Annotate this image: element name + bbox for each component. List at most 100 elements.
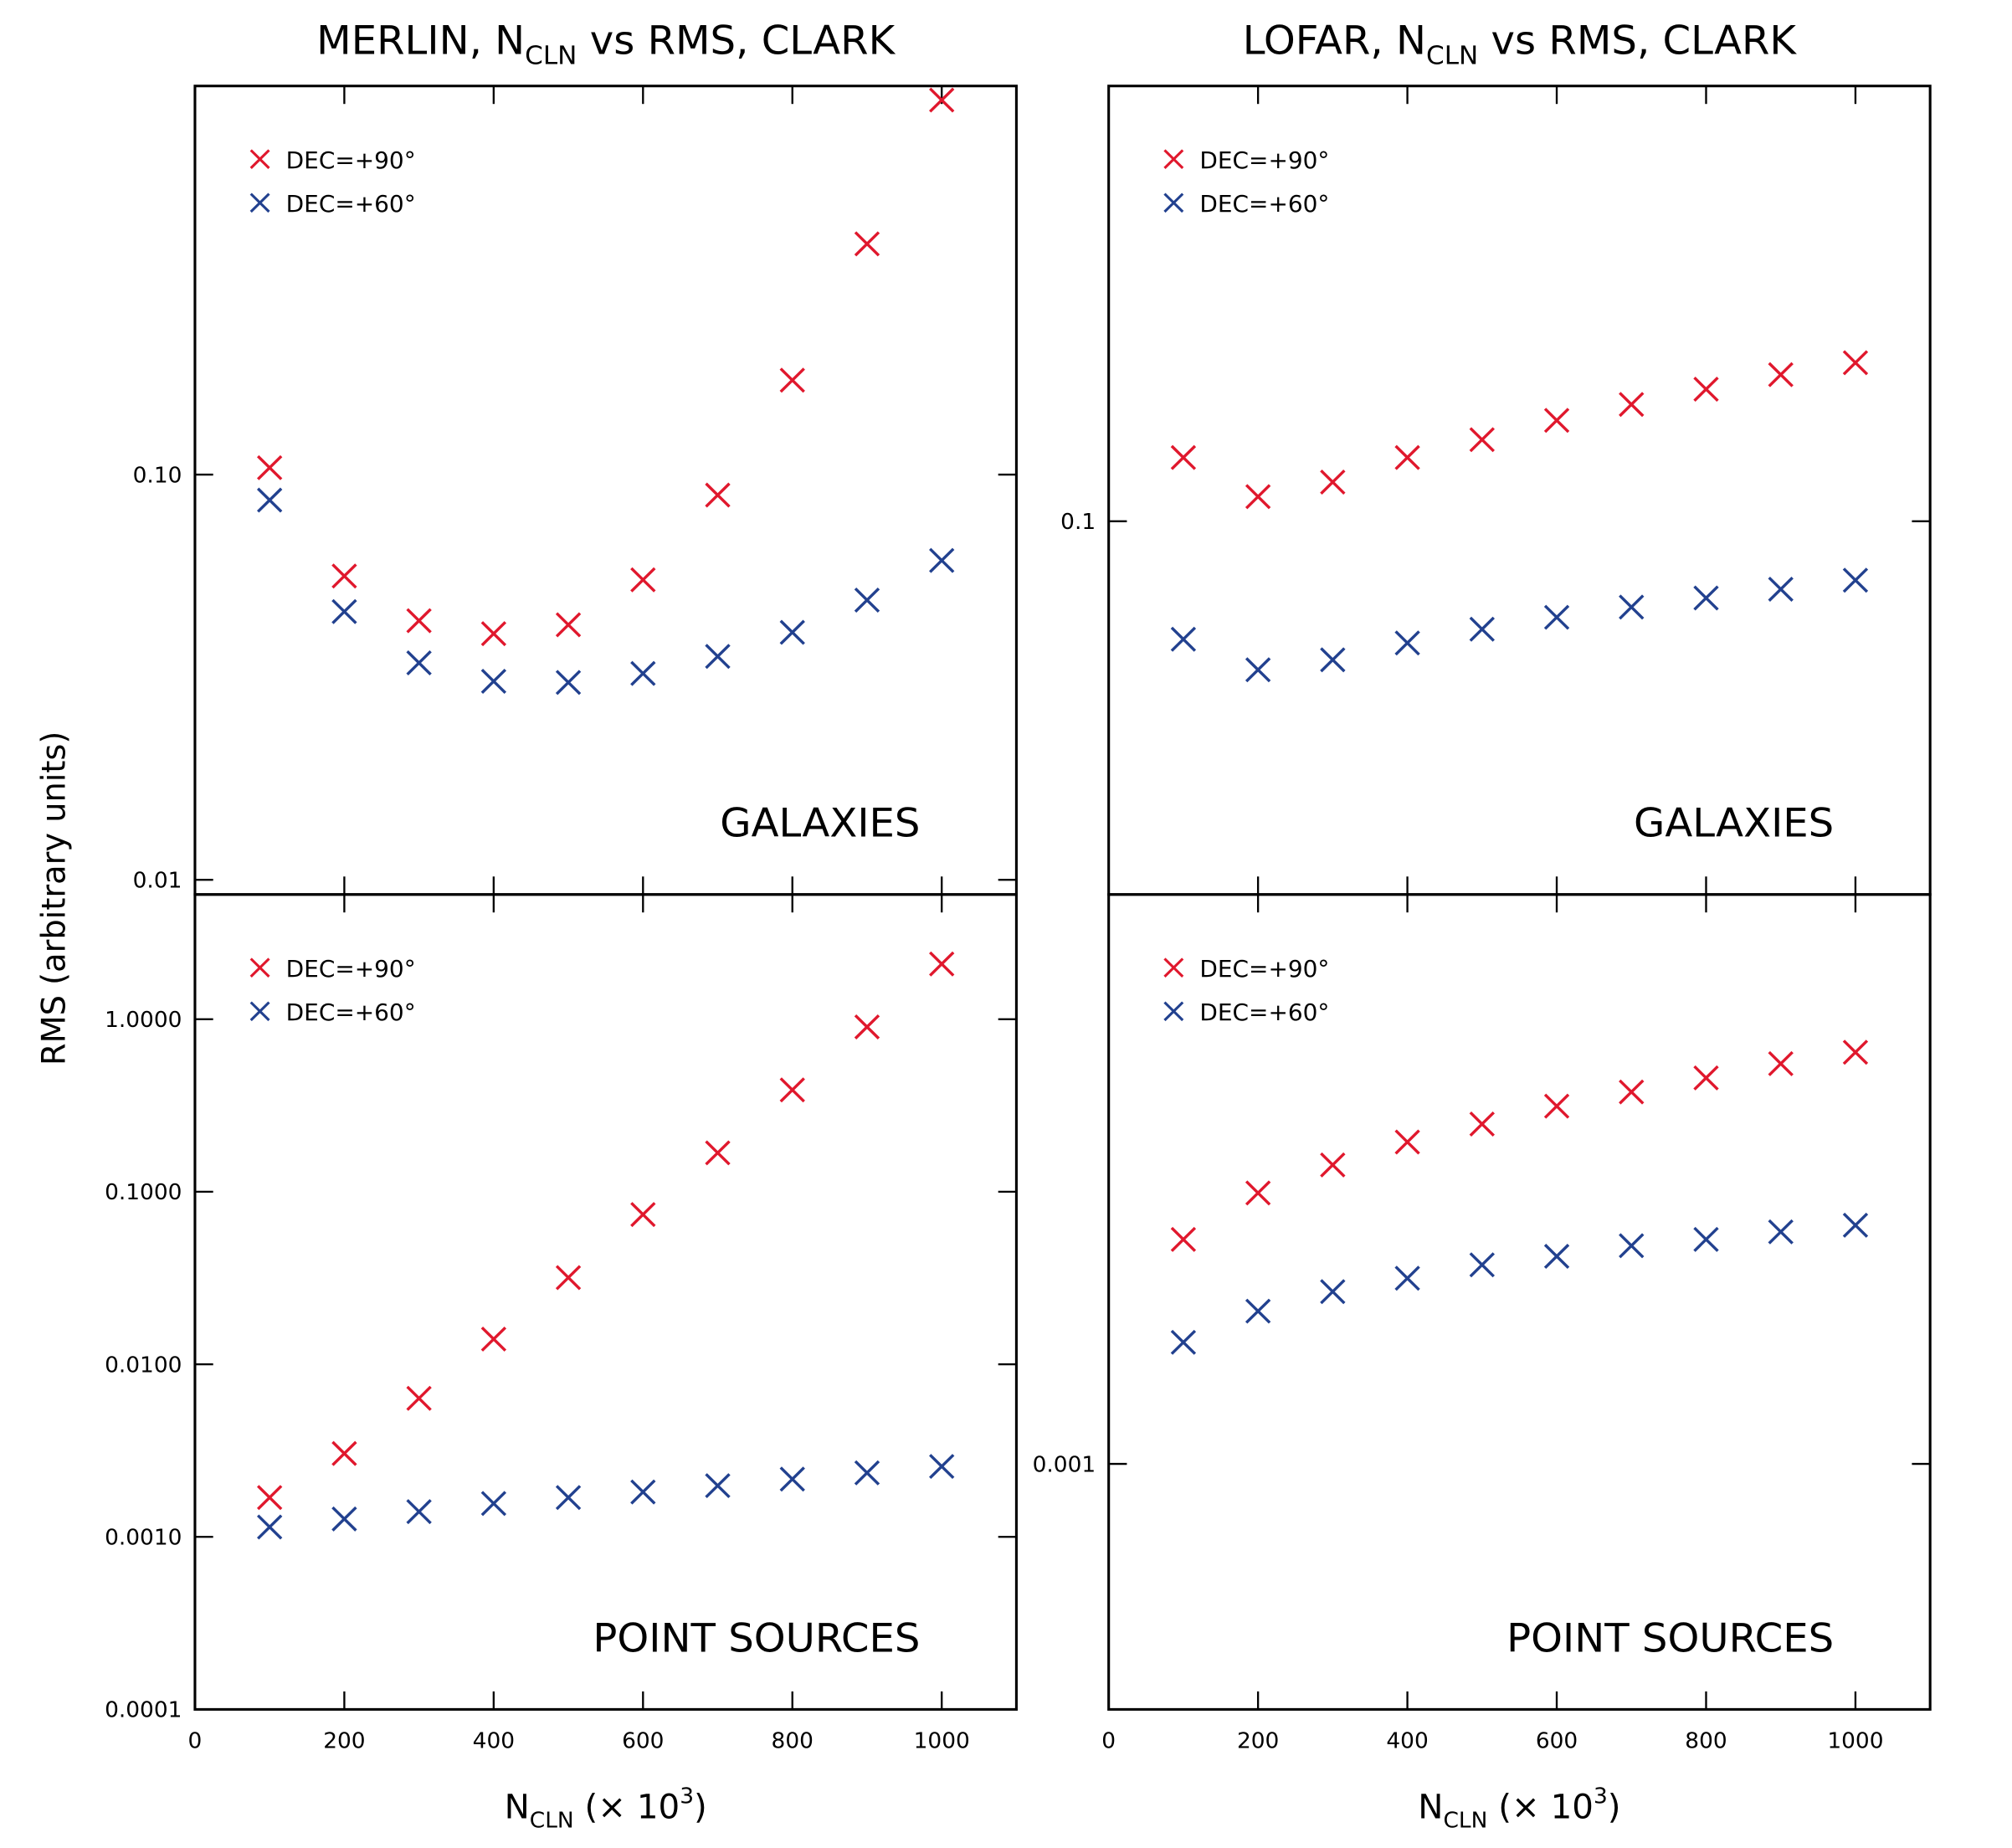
marker <box>480 668 507 694</box>
x-label-part: CLN <box>1444 1809 1488 1834</box>
title-part: CLN <box>1426 41 1478 71</box>
plot-frame <box>193 893 1018 1711</box>
x-tick-label: 200 <box>1237 1729 1279 1754</box>
legend-label: DEC=+90° <box>286 955 416 983</box>
legend-label: DEC=+90° <box>286 146 416 174</box>
marker <box>406 1385 432 1411</box>
marker <box>1842 350 1869 376</box>
marker <box>555 670 582 696</box>
marker <box>630 567 656 593</box>
title-part: LOFAR, N <box>1243 18 1426 64</box>
marker <box>1394 444 1420 470</box>
marker <box>331 598 357 624</box>
chart-title: MERLIN, NCLN vs RMS, CLARK <box>316 18 896 71</box>
x-label-part: N <box>505 1789 530 1827</box>
x-label-part: 3 <box>680 1784 694 1809</box>
marker <box>1619 1079 1645 1105</box>
x-tick-label: 800 <box>772 1729 814 1754</box>
x-label-part: N <box>1418 1789 1443 1827</box>
marker <box>331 563 357 589</box>
marker <box>555 1485 582 1511</box>
marker <box>779 1466 805 1492</box>
marker <box>854 588 880 613</box>
legend-marker <box>249 1001 270 1022</box>
title-part: MERLIN, N <box>316 18 525 64</box>
y-tick-label: 0.0100 <box>105 1353 182 1378</box>
marker <box>1394 630 1420 656</box>
marker <box>705 482 731 508</box>
marker <box>1768 1050 1794 1076</box>
legend-marker <box>1163 957 1184 978</box>
marker <box>1693 585 1719 611</box>
panel-annotation: GALAXIES <box>720 801 920 847</box>
x-label-part: CLN <box>530 1809 574 1834</box>
x-tick-label: 800 <box>1685 1729 1727 1754</box>
marker <box>1469 427 1495 453</box>
title-part: vs RMS, CLARK <box>577 18 896 64</box>
marker <box>1842 1040 1869 1065</box>
plot-frame <box>1107 893 1932 1711</box>
x-axis-label: NCLN (× 103) <box>505 1784 707 1833</box>
marker <box>1768 576 1794 602</box>
marker <box>1320 647 1346 673</box>
x-tick-label: 400 <box>1386 1729 1428 1754</box>
marker <box>929 87 955 113</box>
legend-marker <box>1163 149 1184 169</box>
marker <box>331 1506 357 1532</box>
marker <box>1394 1129 1420 1155</box>
y-tick-label: 0.10 <box>133 463 182 488</box>
y-tick-label: 0.01 <box>133 869 182 894</box>
x-label-part: (× 10 <box>1487 1789 1594 1827</box>
marker <box>1245 1298 1271 1324</box>
marker <box>1693 1226 1719 1252</box>
marker <box>1469 1252 1495 1278</box>
legend-label: DEC=+60° <box>1199 998 1329 1026</box>
marker <box>1320 470 1346 495</box>
marker <box>1170 1329 1197 1355</box>
legend-marker <box>249 192 270 213</box>
x-label-part: (× 10 <box>574 1789 680 1827</box>
marker <box>705 1140 731 1166</box>
x-label-part: ) <box>1608 1789 1621 1827</box>
marker <box>256 454 283 480</box>
x-axis-label: NCLN (× 103) <box>1418 1784 1620 1833</box>
legend-label: DEC=+60° <box>1199 190 1329 218</box>
marker <box>630 1479 656 1505</box>
y-tick-label: 1.0000 <box>105 1008 182 1033</box>
legend-marker <box>249 149 270 169</box>
panel-annotation: POINT SOURCES <box>593 1616 920 1662</box>
marker <box>555 612 582 638</box>
x-tick-label: 600 <box>1536 1729 1578 1754</box>
marker <box>331 1440 357 1466</box>
marker <box>705 644 731 670</box>
marker <box>1768 1219 1794 1245</box>
marker <box>256 1514 283 1540</box>
marker <box>1469 1111 1495 1137</box>
legend-label: DEC=+90° <box>1199 146 1329 174</box>
marker <box>1619 392 1645 418</box>
y-tick-label: 0.0001 <box>105 1698 182 1723</box>
marker <box>1320 1279 1346 1305</box>
chart-title: LOFAR, NCLN vs RMS, CLARK <box>1243 18 1798 71</box>
marker <box>1693 377 1719 403</box>
marker <box>480 1326 507 1352</box>
marker <box>1170 626 1197 652</box>
marker <box>779 619 805 645</box>
y-tick-label: 0.001 <box>1033 1452 1096 1477</box>
marker <box>256 487 283 513</box>
marker <box>929 951 955 977</box>
legend-label: DEC=+60° <box>286 190 416 218</box>
x-label-part: 3 <box>1594 1784 1608 1809</box>
marker <box>1842 567 1869 593</box>
legend-marker <box>249 957 270 978</box>
panel-annotation: GALAXIES <box>1634 801 1834 847</box>
y-axis-label: RMS (arbitrary units) <box>35 732 73 1065</box>
marker <box>1543 1093 1570 1119</box>
marker <box>1693 1065 1719 1091</box>
marker <box>705 1473 731 1499</box>
marker <box>480 621 507 647</box>
marker <box>1543 1244 1570 1270</box>
marker <box>1768 362 1794 388</box>
x-tick-label: 600 <box>622 1729 664 1754</box>
